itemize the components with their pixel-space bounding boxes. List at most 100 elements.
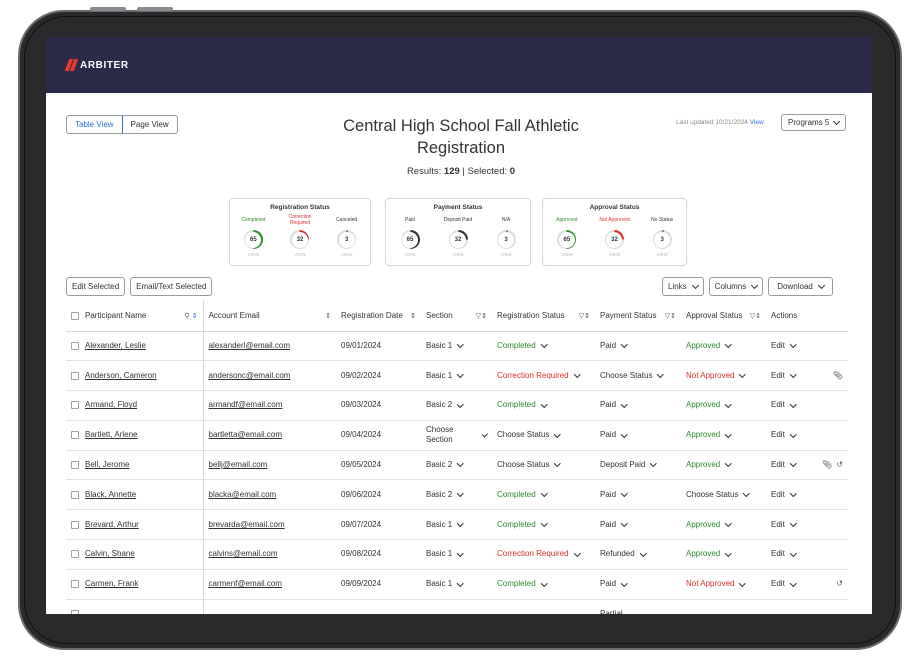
payment-status-dropdown[interactable]: Paid xyxy=(600,341,628,351)
section-dropdown[interactable]: Basic 1 xyxy=(426,520,464,530)
row-checkbox[interactable] xyxy=(71,490,79,499)
participant-name-link[interactable]: Carmen, Frank xyxy=(85,579,139,589)
row-checkbox[interactable] xyxy=(71,460,79,469)
participant-name-link[interactable]: Bartlett, Arlene xyxy=(85,430,138,440)
participant-name-link[interactable]: Black, Annette xyxy=(85,489,137,499)
account-email-link[interactable]: calvins@email.com xyxy=(208,549,278,559)
registration-status-dropdown[interactable]: Completed xyxy=(497,520,548,530)
stat-item[interactable]: No Status 3 VIEW xyxy=(642,214,682,257)
account-email-link[interactable]: bartletta@email.com xyxy=(208,430,282,440)
approval-status-dropdown[interactable]: Choose Status xyxy=(686,490,750,500)
approval-status-dropdown[interactable]: Approved xyxy=(686,520,732,530)
stat-view-link[interactable]: VIEW xyxy=(404,252,416,257)
filter-sort-icon[interactable]: ▽⇕ xyxy=(475,312,487,320)
history-icon[interactable]: ↺ xyxy=(836,579,843,589)
account-email-link[interactable]: bellj@email.com xyxy=(208,460,268,470)
approval-status-dropdown[interactable]: Not Approved xyxy=(686,371,746,381)
sort-icon[interactable]: ⇕ xyxy=(325,312,331,320)
registration-status-dropdown[interactable]: Completed xyxy=(497,341,548,351)
filter-sort-icon[interactable]: ▽⇕ xyxy=(578,312,590,320)
approval-status-dropdown[interactable]: Approved xyxy=(686,400,732,410)
registration-status-dropdown[interactable]: Completed xyxy=(497,400,548,410)
stat-item[interactable]: Paid 65 VIEW xyxy=(390,214,430,257)
col-participant-name[interactable]: Participant Name ⚲ ⇕ xyxy=(66,301,204,332)
col-section[interactable]: Section ▽⇕ xyxy=(421,301,492,332)
participant-name-link[interactable]: Anderson, Cameron xyxy=(85,370,157,380)
col-account-email[interactable]: Account Email ⇕ xyxy=(203,301,336,332)
stat-item[interactable]: Canceled 3 VIEW xyxy=(327,214,367,257)
stat-view-link[interactable]: VIEW xyxy=(247,252,260,257)
col-payment-status[interactable]: Payment Status ▽⇕ xyxy=(595,301,681,332)
registration-status-dropdown[interactable]: Choose Status xyxy=(497,430,561,440)
payment-status-dropdown[interactable]: Paid xyxy=(600,430,628,440)
account-email-link[interactable]: blacka@email.com xyxy=(208,489,277,499)
sort-icon[interactable]: ⇕ xyxy=(410,312,416,320)
row-checkbox[interactable] xyxy=(71,401,79,410)
edit-dropdown[interactable]: Edit xyxy=(771,430,797,440)
section-dropdown[interactable]: Basic 2 xyxy=(426,400,464,410)
row-checkbox[interactable] xyxy=(71,609,79,614)
stat-item[interactable]: Deposit Paid 32 VIEW xyxy=(438,214,478,257)
filter-sort-icon[interactable]: ▽⇕ xyxy=(749,312,761,320)
edit-dropdown[interactable]: Edit xyxy=(771,579,797,589)
stat-item[interactable]: N/A 3 VIEW xyxy=(486,214,526,257)
section-dropdown[interactable]: Basic 1 xyxy=(426,371,464,381)
payment-status-dropdown[interactable]: Deposit Paid xyxy=(600,460,657,470)
approval-status-dropdown[interactable]: Approved xyxy=(686,430,732,440)
filter-sort-icon[interactable]: ▽⇕ xyxy=(664,312,676,320)
stat-view-link[interactable]: VIEW xyxy=(500,252,512,257)
stat-item[interactable]: Correction Required 32 VIEW xyxy=(280,214,320,257)
edit-dropdown[interactable]: Edit xyxy=(771,341,797,351)
row-checkbox[interactable] xyxy=(71,550,79,559)
stat-view-link[interactable]: VIEW xyxy=(340,252,353,257)
stat-view-link[interactable]: VIEW xyxy=(608,252,621,257)
account-email-link[interactable]: alexanderl@email.com xyxy=(208,340,291,350)
section-dropdown[interactable]: Basic 2 xyxy=(426,490,464,500)
edit-dropdown[interactable]: Edit xyxy=(771,549,797,559)
row-checkbox[interactable] xyxy=(71,580,79,589)
paperclip-icon[interactable]: 📎︎ xyxy=(822,460,833,470)
approval-status-dropdown[interactable]: Approved xyxy=(686,549,732,559)
account-email-link[interactable]: brevarda@email.com xyxy=(208,519,285,529)
approval-status-dropdown[interactable]: Approved xyxy=(686,341,732,351)
participant-name-link[interactable]: Calvin, Shane xyxy=(85,549,135,559)
stat-view-link[interactable]: VIEW xyxy=(656,252,668,257)
row-checkbox[interactable] xyxy=(71,371,79,380)
payment-status-dropdown[interactable]: Refunded xyxy=(600,549,647,559)
section-dropdown[interactable]: Basic 1 xyxy=(426,341,464,351)
participant-name-link[interactable]: Armand, Floyd xyxy=(85,400,138,410)
last-updated-view-link[interactable]: View xyxy=(749,119,764,126)
participant-name-link[interactable]: Alexander, Leslie xyxy=(85,340,146,350)
programs-dropdown[interactable]: Programs 5 xyxy=(781,114,847,131)
section-dropdown[interactable]: Basic 1 xyxy=(426,549,464,559)
section-dropdown[interactable]: Basic 1 xyxy=(426,579,464,589)
edit-dropdown[interactable]: Edit xyxy=(771,400,797,410)
links-dropdown[interactable]: Links xyxy=(662,277,704,296)
payment-status-dropdown[interactable]: Paid xyxy=(600,490,628,500)
participant-name-link[interactable]: Brevard, Arthur xyxy=(85,519,139,529)
registration-status-dropdown[interactable]: Completed xyxy=(497,490,548,500)
stat-item[interactable]: Completed 65 VIEW xyxy=(233,214,273,257)
registration-status-dropdown[interactable]: Completed xyxy=(497,579,548,589)
table-view-button[interactable]: Table View xyxy=(66,116,123,133)
participant-name-link[interactable]: Bell, Jerome xyxy=(85,460,130,470)
download-dropdown[interactable]: Download xyxy=(768,277,833,296)
edit-dropdown[interactable]: Edit xyxy=(771,520,797,530)
registration-status-dropdown[interactable]: Correction Required xyxy=(497,549,581,559)
payment-status-dropdown[interactable]: Paid xyxy=(600,579,628,589)
row-checkbox[interactable] xyxy=(71,520,79,529)
registration-status-dropdown[interactable]: Correction Required xyxy=(497,371,581,381)
section-dropdown[interactable]: Basic 2 xyxy=(426,460,464,470)
stat-view-link[interactable]: VIEW xyxy=(561,252,573,257)
payment-status-dropdown[interactable]: Paid xyxy=(600,520,628,530)
stat-view-link[interactable]: VIEW xyxy=(452,252,464,257)
section-dropdown[interactable]: Choose Section xyxy=(426,425,488,445)
page-view-button[interactable]: Page View xyxy=(130,120,169,129)
columns-dropdown[interactable]: Columns xyxy=(708,277,764,296)
approval-status-dropdown[interactable]: Not Approved xyxy=(686,579,746,589)
account-email-link[interactable]: carmenf@email.com xyxy=(208,579,282,589)
email-text-selected-button[interactable]: Email/Text Selected xyxy=(130,277,213,296)
search-sort-icon[interactable]: ⚲ ⇕ xyxy=(184,312,198,320)
stat-item[interactable]: Approved 65 VIEW xyxy=(547,214,587,257)
edit-dropdown[interactable]: Edit xyxy=(771,490,797,500)
